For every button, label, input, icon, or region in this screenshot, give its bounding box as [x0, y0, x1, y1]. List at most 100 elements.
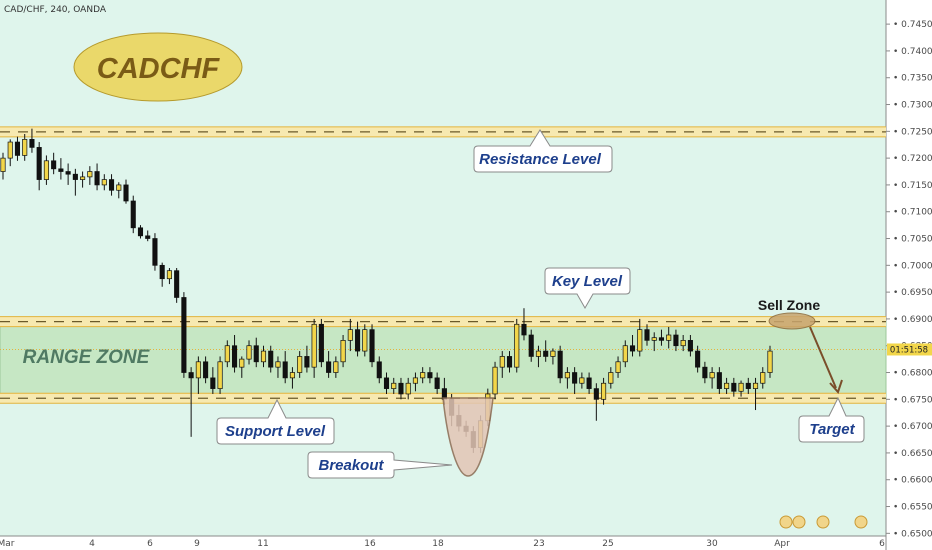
- candle-body: [188, 372, 194, 379]
- price-tick-label: • 0.70500: [893, 235, 932, 245]
- candle: [695, 345, 701, 373]
- price-tick-label: • 0.74500: [893, 20, 932, 30]
- price-tick-label: • 0.71000: [893, 208, 932, 218]
- candle-body: [557, 350, 563, 379]
- price-tick-label: • 0.72500: [893, 127, 932, 137]
- candle: [130, 195, 136, 234]
- price-tick-label: • 0.67000: [893, 422, 932, 432]
- candle: [615, 356, 621, 378]
- candle-body: [550, 350, 556, 357]
- price-tick-label: • 0.66000: [893, 476, 932, 486]
- candle-body: [673, 334, 679, 347]
- time-axis: [0, 536, 886, 550]
- candle: [579, 372, 585, 389]
- candle: [405, 377, 411, 400]
- candle-body: [745, 382, 751, 389]
- candle-body: [658, 337, 665, 341]
- price-tick-label: • 0.69000: [893, 315, 932, 325]
- candle: [326, 351, 332, 378]
- time-tick-label: 18: [432, 539, 444, 549]
- candle: [543, 340, 549, 362]
- annotations-layer: CADCHF Resistance Level Key Level Suppor…: [4, 5, 868, 529]
- candle: [239, 356, 245, 378]
- price-tick-label: • 0.65500: [893, 503, 932, 513]
- candle-body: [159, 264, 165, 280]
- candle-body: [108, 179, 115, 191]
- candle: [557, 345, 563, 384]
- candle-body: [709, 372, 715, 379]
- candle-body: [543, 350, 549, 357]
- candle: [137, 225, 144, 239]
- candle-body: [29, 139, 35, 148]
- candle: [622, 340, 628, 368]
- candle-body: [246, 345, 252, 360]
- event-icon[interactable]: [854, 515, 868, 529]
- candle-body: [253, 345, 259, 363]
- candle: [738, 380, 744, 397]
- candle-body: [58, 168, 64, 172]
- candle-body: [702, 366, 708, 379]
- price-tick-label: • 0.68000: [893, 369, 932, 379]
- candle: [145, 230, 151, 242]
- event-icon[interactable]: [792, 515, 806, 529]
- candles-layer: [0, 128, 773, 453]
- candle-body: [731, 382, 737, 392]
- resistance-callout: [473, 129, 613, 173]
- candle-body: [391, 382, 397, 389]
- candle: [253, 337, 259, 368]
- candle-body: [130, 200, 136, 229]
- candle: [152, 233, 158, 271]
- candle: [188, 367, 194, 437]
- candle: [159, 262, 165, 287]
- candle-body: [340, 340, 346, 363]
- candle: [391, 377, 397, 394]
- price-axis: [886, 0, 932, 550]
- candle-body: [289, 372, 295, 379]
- candle: [210, 367, 216, 394]
- candle: [72, 168, 78, 196]
- candle: [687, 335, 693, 357]
- price-tick-label: • 0.72000: [893, 154, 932, 164]
- candle-body: [593, 388, 599, 400]
- candle: [87, 166, 93, 185]
- candle: [514, 318, 520, 373]
- event-icon[interactable]: [779, 515, 793, 529]
- candle: [752, 377, 759, 411]
- candle: [376, 356, 382, 384]
- candle-body: [760, 372, 766, 384]
- current-price-tag: 01:51:58: [887, 343, 932, 356]
- time-tick-label: 11: [257, 539, 268, 549]
- candle: [7, 139, 13, 167]
- event-icon[interactable]: [816, 515, 830, 529]
- candle: [231, 335, 238, 373]
- candle-body: [152, 238, 158, 266]
- candle-body: [347, 329, 353, 341]
- candle: [586, 372, 592, 394]
- candle-body: [521, 323, 527, 336]
- candle: [22, 134, 28, 161]
- candle-body: [80, 176, 86, 180]
- sell-zone-label: Sell Zone: [758, 297, 820, 313]
- candle: [318, 318, 324, 368]
- candle-body: [651, 337, 657, 341]
- range-top-band: [0, 316, 886, 327]
- candle-body: [767, 350, 773, 373]
- candle: [760, 367, 766, 389]
- candle-body: [174, 270, 180, 298]
- candle: [492, 361, 498, 400]
- price-tick-label: • 0.73000: [893, 101, 932, 111]
- sell-zone-highlight: [768, 312, 816, 330]
- time-tick-label: 30: [706, 539, 718, 549]
- candle: [420, 367, 426, 384]
- candle: [666, 326, 672, 349]
- candle: [203, 356, 209, 384]
- candle-body: [94, 171, 100, 186]
- candle-body: [564, 372, 570, 379]
- candle-body: [716, 372, 722, 389]
- candle-body: [687, 340, 693, 352]
- price-tick-label: • 0.71500: [893, 181, 932, 191]
- candle: [80, 171, 86, 188]
- target-arrow: [809, 326, 837, 389]
- candle: [65, 163, 71, 185]
- candle: [58, 158, 64, 180]
